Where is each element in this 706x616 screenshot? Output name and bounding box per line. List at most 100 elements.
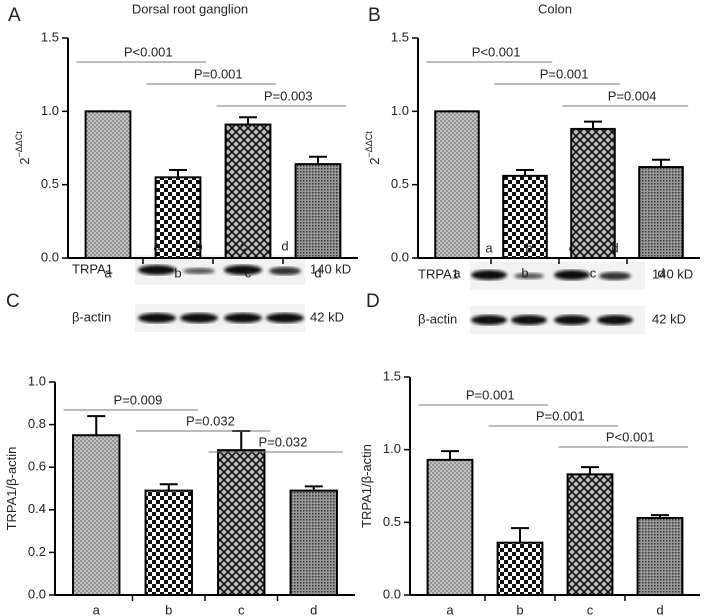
blot-band [180, 313, 218, 323]
x-tick-label: d [657, 265, 664, 280]
bar [154, 176, 202, 259]
x-tick-label: b [516, 602, 523, 616]
lane-label: b [195, 238, 202, 253]
panel-label: C [6, 291, 20, 312]
x-tick-label: b [165, 602, 172, 616]
lane-label: b [525, 240, 532, 255]
p-value: P<0.001 [472, 44, 521, 59]
p-value: P=0.032 [259, 434, 308, 449]
lane-label: c [569, 240, 576, 255]
blot-row-label: TRPA1 [418, 266, 459, 281]
bar [502, 174, 548, 259]
y-tick-label: 0.4 [28, 501, 46, 516]
y-tick-label: 0.0 [41, 249, 59, 264]
y-tick-label: 0.0 [28, 586, 46, 601]
blot-band [224, 265, 262, 275]
p-value: P<0.001 [606, 429, 655, 444]
x-tick-label: b [174, 265, 181, 280]
blot-band [224, 313, 262, 323]
bar [224, 123, 272, 259]
bar [84, 110, 132, 260]
x-tick-label: a [453, 265, 461, 280]
y-tick-label: 1.5 [391, 29, 409, 44]
y-label-base: 2 [367, 158, 382, 165]
y-axis-label: 2−ΔΔCt [364, 131, 382, 165]
blot-band [599, 272, 631, 280]
bar [570, 127, 616, 259]
p-value: P=0.001 [536, 408, 585, 423]
x-tick-label: d [656, 602, 663, 616]
blot-size-label: 42 kD [652, 311, 686, 326]
blot-band [471, 315, 507, 325]
chart-title: Dorsal root ganglion [132, 1, 248, 16]
y-tick-label: 0.5 [383, 514, 401, 529]
bar [566, 473, 614, 596]
x-tick-label: d [314, 265, 321, 280]
p-value: P=0.001 [466, 387, 515, 402]
y-tick-label: 0.0 [383, 586, 401, 601]
y-tick-label: 1.0 [391, 103, 409, 118]
lane-label: d [281, 238, 288, 253]
blot-band [183, 268, 215, 274]
y-tick-label: 1.5 [41, 29, 59, 44]
x-tick-label: a [104, 265, 112, 280]
p-value: P=0.032 [186, 413, 235, 428]
bar [217, 449, 266, 596]
lane-label: a [153, 238, 161, 253]
blot-band [511, 315, 547, 325]
blot-size-label: 140 kD [310, 261, 351, 276]
x-tick-label: a [93, 602, 101, 616]
x-tick-label: a [446, 602, 454, 616]
bar [426, 458, 474, 596]
y-axis-label: TRPA1/β-actin [359, 444, 374, 528]
lane-label: a [485, 240, 493, 255]
chart-title: Colon [538, 1, 572, 16]
western-blots [135, 255, 645, 334]
blot-band [138, 265, 176, 275]
p-value: P=0.004 [608, 88, 657, 103]
blot-row-label: β-actin [72, 309, 111, 324]
y-tick-label: 1.0 [383, 441, 401, 456]
lane-label: c [240, 238, 247, 253]
blot-size-label: 42 kD [310, 309, 344, 324]
blot-row-label: β-actin [418, 311, 457, 326]
y-tick-label: 0.6 [28, 459, 46, 474]
y-tick-label: 0.8 [28, 416, 46, 431]
blot-band [269, 267, 301, 275]
y-label-superscript: −ΔΔCt [14, 131, 24, 158]
y-label-superscript: −ΔΔCt [364, 131, 374, 158]
bar [636, 516, 684, 596]
bar [434, 110, 480, 260]
y-label-base: TRPA1/β-actin [359, 444, 374, 528]
panel-label: B [368, 5, 381, 26]
blot-band [554, 270, 590, 280]
p-value: P=0.001 [194, 66, 243, 81]
panel-label: A [8, 5, 21, 26]
y-axis-label: TRPA1/β-actin [4, 447, 19, 531]
blot-band [266, 313, 304, 323]
y-tick-label: 0.5 [41, 176, 59, 191]
blot-size-label: 140 kD [652, 266, 693, 281]
p-value: P=0.001 [540, 66, 589, 81]
y-tick-label: 1.0 [41, 103, 59, 118]
y-tick-label: 0.0 [391, 249, 409, 264]
y-label-base: TRPA1/β-actin [4, 447, 19, 531]
y-label-base: 2 [17, 158, 32, 165]
p-value: P<0.001 [124, 44, 173, 59]
bar [294, 163, 342, 259]
y-tick-label: 0.2 [28, 544, 46, 559]
blot-row-label: TRPA1 [72, 261, 113, 276]
x-tick-label: d [310, 602, 317, 616]
y-tick-label: 1.5 [383, 368, 401, 383]
panel-label: D [366, 291, 380, 312]
p-value: P=0.003 [264, 88, 313, 103]
bar [72, 434, 121, 596]
bar [496, 541, 544, 596]
lane-label: d [611, 240, 618, 255]
blot-band [554, 315, 590, 325]
y-tick-label: 0.5 [391, 176, 409, 191]
x-tick-label: b [521, 265, 528, 280]
blot-band [514, 273, 544, 279]
p-value: P=0.009 [114, 392, 163, 407]
